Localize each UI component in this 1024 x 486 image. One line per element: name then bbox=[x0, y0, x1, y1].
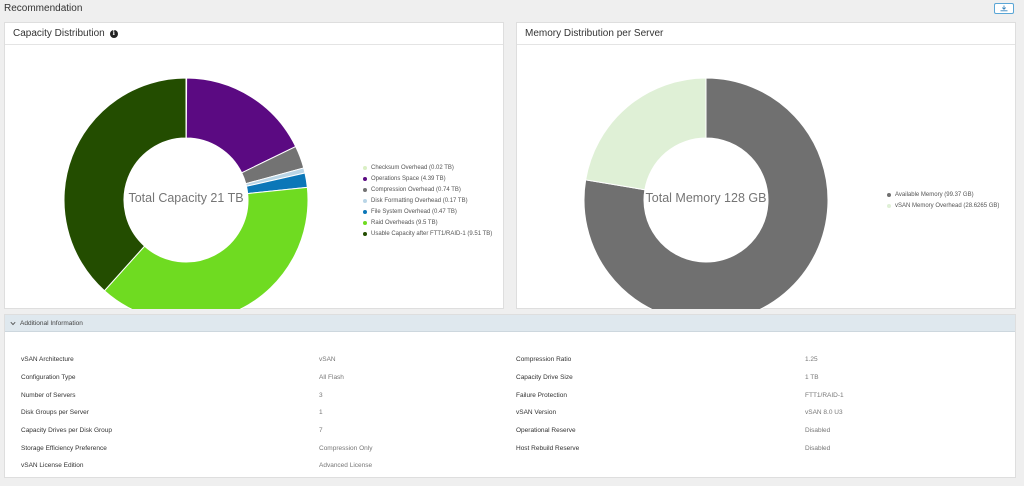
legend-dot-icon bbox=[887, 192, 891, 197]
capacity-card: Capacity Distribution i Total Capacity 2… bbox=[4, 22, 504, 309]
capacity-legend-item[interactable]: Disk Formatting Overhead (0.17 TB) bbox=[363, 195, 492, 206]
info-label: vSAN Version bbox=[516, 409, 557, 417]
legend-dot-icon bbox=[363, 198, 367, 203]
legend-dot-icon bbox=[363, 165, 367, 170]
info-value: 7 bbox=[319, 427, 323, 435]
info-value: 1 bbox=[319, 409, 323, 417]
capacity-legend-item[interactable]: Raid Overheads (9.5 TB) bbox=[363, 217, 492, 228]
info-label: Storage Efficiency Preference bbox=[21, 444, 107, 452]
capacity-donut bbox=[63, 77, 309, 309]
additional-info-title: Additional Information bbox=[20, 319, 83, 327]
download-icon bbox=[1000, 5, 1008, 12]
memory-legend-label: Available Memory (99.37 GB) bbox=[895, 191, 974, 198]
legend-dot-icon bbox=[363, 231, 367, 236]
legend-dot-icon bbox=[363, 187, 367, 192]
page-header: Recommendation bbox=[0, 0, 1024, 18]
memory-center-label: Total Memory 128 GB bbox=[645, 191, 767, 205]
capacity-legend-item[interactable]: Operations Space (4.39 TB) bbox=[363, 173, 492, 184]
chevron-down-icon bbox=[10, 321, 16, 325]
info-label: vSAN Architecture bbox=[21, 356, 74, 364]
info-label: Operational Reserve bbox=[516, 427, 576, 435]
info-value: Disabled bbox=[805, 427, 831, 435]
info-value: Disabled bbox=[805, 444, 831, 452]
capacity-legend-label: Operations Space (4.39 TB) bbox=[371, 175, 446, 182]
additional-info-panel: Additional Information vSAN Architecture… bbox=[4, 314, 1016, 478]
capacity-slice[interactable] bbox=[103, 186, 309, 309]
info-value: Advanced License bbox=[319, 462, 373, 470]
memory-legend-item[interactable]: Available Memory (99.37 GB) bbox=[887, 189, 999, 200]
capacity-legend-item[interactable]: Checksum Overhead (0.02 TB) bbox=[363, 162, 492, 173]
capacity-legend-item[interactable]: File System Overhead (0.47 TB) bbox=[363, 206, 492, 217]
info-label: Compression Ratio bbox=[516, 356, 572, 364]
legend-dot-icon bbox=[887, 203, 891, 208]
capacity-legend-label: Raid Overheads (9.5 TB) bbox=[371, 219, 438, 226]
capacity-legend-label: Usable Capacity after FTT1/RAID-1 (9.51 … bbox=[371, 230, 493, 237]
info-label: Capacity Drives per Disk Group bbox=[21, 427, 113, 435]
info-label: Disk Groups per Server bbox=[21, 409, 89, 417]
info-value: All Flash bbox=[319, 374, 344, 382]
capacity-legend-item[interactable]: Compression Overhead (0.74 TB) bbox=[363, 184, 492, 195]
capacity-chart: Total Capacity 21 TB Checksum Overhead (… bbox=[5, 45, 503, 309]
memory-card: Memory Distribution per Server Total Mem… bbox=[516, 22, 1016, 309]
memory-card-header: Memory Distribution per Server bbox=[517, 23, 1015, 45]
capacity-legend-label: Compression Overhead (0.74 TB) bbox=[371, 186, 461, 193]
download-button[interactable] bbox=[994, 3, 1014, 14]
capacity-title: Capacity Distribution bbox=[13, 28, 105, 39]
legend-dot-icon bbox=[363, 209, 367, 214]
legend-dot-icon bbox=[363, 176, 367, 181]
capacity-legend-item[interactable]: Usable Capacity after FTT1/RAID-1 (9.51 … bbox=[363, 228, 492, 239]
info-value: vSAN bbox=[319, 356, 336, 364]
memory-donut bbox=[583, 77, 829, 309]
info-label: Number of Servers bbox=[21, 391, 76, 399]
capacity-legend-label: Disk Formatting Overhead (0.17 TB) bbox=[371, 197, 468, 204]
capacity-center-label: Total Capacity 21 TB bbox=[128, 191, 244, 205]
legend-dot-icon bbox=[363, 220, 367, 225]
memory-slice[interactable] bbox=[585, 77, 707, 191]
info-label: Capacity Drive Size bbox=[516, 374, 573, 382]
info-label: Failure Protection bbox=[516, 391, 567, 399]
capacity-legend: Checksum Overhead (0.02 TB) Operations Sp… bbox=[363, 162, 492, 239]
memory-chart: Total Memory 128 GB Available Memory (99… bbox=[517, 45, 1015, 309]
info-value: Compression Only bbox=[319, 444, 373, 452]
additional-info-grid: vSAN Architecture vSAN Compression Ratio 1.… bbox=[21, 351, 1001, 475]
info-icon[interactable]: i bbox=[109, 29, 118, 38]
info-value: 3 bbox=[319, 391, 323, 399]
memory-title: Memory Distribution per Server bbox=[525, 28, 664, 39]
additional-info-header[interactable]: Additional Information bbox=[5, 315, 1015, 332]
info-value: vSAN 8.0 U3 bbox=[805, 409, 843, 417]
info-label: Configuration Type bbox=[21, 374, 76, 382]
info-label: vSAN License Edition bbox=[21, 462, 84, 470]
memory-legend-item[interactable]: vSAN Memory Overhead (28.6265 GB) bbox=[887, 200, 999, 211]
info-label: Host Rebuild Reserve bbox=[516, 444, 580, 452]
info-value: 1 TB bbox=[805, 374, 819, 382]
page-title: Recommendation bbox=[4, 3, 83, 14]
info-value: 1.25 bbox=[805, 356, 818, 364]
memory-slice[interactable] bbox=[583, 77, 829, 309]
memory-legend: Available Memory (99.37 GB) vSAN Memory O… bbox=[887, 189, 999, 211]
capacity-legend-label: Checksum Overhead (0.02 TB) bbox=[371, 164, 454, 171]
capacity-card-header: Capacity Distribution i bbox=[5, 23, 503, 45]
memory-legend-label: vSAN Memory Overhead (28.6265 GB) bbox=[895, 202, 1000, 209]
capacity-legend-label: File System Overhead (0.47 TB) bbox=[371, 208, 457, 215]
info-value: FTT1/RAID-1 bbox=[805, 391, 844, 399]
capacity-slice[interactable] bbox=[63, 77, 187, 292]
